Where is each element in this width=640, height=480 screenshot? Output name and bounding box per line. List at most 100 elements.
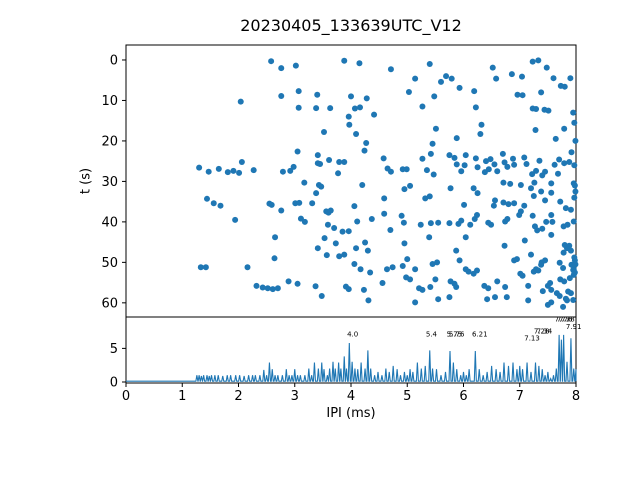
scatter-point — [438, 78, 444, 85]
histogram-line — [126, 334, 577, 382]
scatter-point — [232, 216, 239, 223]
scatter-point — [560, 249, 567, 256]
scatter-point — [314, 245, 321, 252]
scatter-point — [503, 294, 510, 301]
scatter-point — [419, 155, 426, 162]
scatter-point — [538, 261, 545, 268]
scatter-point — [295, 88, 302, 95]
scatter-point — [535, 57, 542, 64]
scatter-point — [326, 156, 333, 163]
scatter-point — [236, 169, 243, 176]
scatter-point — [504, 163, 511, 170]
scatter-point — [453, 161, 460, 168]
x-tick-label: 6 — [459, 389, 467, 404]
scatter-point — [525, 282, 532, 289]
scatter-point — [446, 220, 453, 227]
scatter-point — [404, 256, 411, 263]
scatter-point — [571, 269, 578, 276]
scatter-point — [353, 131, 360, 138]
scatter-point — [555, 170, 561, 177]
scatter-point — [567, 75, 574, 82]
y-tick-label: 10 — [101, 94, 118, 109]
scatter-point — [567, 290, 574, 297]
scatter-point — [545, 107, 552, 114]
scatter-point — [314, 152, 321, 159]
scatter-point — [528, 251, 534, 258]
scatter-point — [407, 276, 414, 283]
scatter-point — [360, 286, 367, 293]
scatter-point — [387, 168, 394, 175]
scatter-point — [446, 152, 453, 159]
scatter-point — [422, 195, 429, 202]
scatter-point — [435, 296, 442, 303]
peak-annotation: 7.76 — [557, 316, 573, 324]
scatter-point — [544, 301, 551, 308]
scatter-point — [470, 270, 477, 277]
scatter-point — [321, 129, 327, 136]
y-tick-label: 40 — [101, 215, 118, 230]
scatter-point — [443, 73, 450, 80]
scatter-point — [517, 208, 524, 215]
scatter-point — [357, 104, 363, 111]
scatter-point — [412, 75, 419, 82]
scatter-point — [530, 192, 537, 199]
scatter-point — [552, 135, 559, 142]
scatter-point — [501, 159, 508, 166]
scatter-point — [561, 83, 568, 90]
scatter-point — [462, 234, 469, 241]
scatter-point — [346, 121, 353, 128]
scatter-point — [202, 264, 209, 271]
scatter-point — [259, 284, 266, 291]
scatter-point — [494, 168, 501, 175]
scatter-point — [407, 182, 414, 189]
scatter-point — [474, 190, 481, 197]
scatter-point — [345, 286, 352, 293]
scatter-point — [566, 242, 573, 249]
scatter-point — [561, 278, 568, 285]
scatter-point — [511, 200, 518, 207]
scatter-point — [556, 259, 563, 266]
scatter-point — [341, 57, 348, 64]
scatter-point — [517, 182, 524, 189]
scatter-point — [567, 247, 574, 254]
scatter-point — [470, 185, 477, 192]
scatter-point — [318, 292, 325, 299]
peak-annotation: 4.0 — [347, 330, 358, 338]
scatter-point — [215, 165, 222, 172]
scatter-point — [543, 64, 550, 71]
scatter-point — [230, 167, 237, 174]
scatter-point — [341, 158, 348, 165]
scatter-point — [538, 188, 545, 195]
scatter-point — [561, 241, 568, 248]
scatter-point — [345, 113, 352, 120]
scatter-point — [412, 299, 419, 306]
y-tick-label: 0 — [110, 53, 118, 68]
x-tick-label: 8 — [572, 389, 580, 404]
peak-annotation: 5.4 — [426, 330, 438, 338]
scatter-point — [400, 219, 407, 226]
scatter-point — [205, 168, 212, 175]
scatter-point — [196, 164, 203, 171]
scatter-point — [430, 171, 437, 178]
x-tick-label: 0 — [122, 389, 130, 404]
scatter-point — [339, 228, 346, 235]
scatter-point — [279, 168, 286, 175]
scatter-point — [419, 286, 426, 293]
scatter-point — [384, 266, 390, 273]
scatter-point — [357, 266, 364, 273]
scatter-point — [272, 234, 279, 241]
scatter-point — [536, 157, 543, 164]
hist-x-axis-label: IPI (ms) — [326, 406, 376, 421]
scatter-point — [534, 227, 541, 234]
scatter-point — [492, 197, 498, 204]
scatter-point — [417, 221, 424, 228]
scatter-point — [490, 202, 497, 209]
scatter-point — [278, 93, 285, 99]
scatter-point — [431, 93, 438, 100]
scatter-point — [250, 167, 257, 174]
scatter-point — [237, 98, 244, 105]
scatter-point — [504, 216, 511, 223]
x-tick-label: 4 — [347, 389, 355, 404]
scatter-point — [456, 84, 463, 91]
scatter-point — [453, 247, 460, 254]
